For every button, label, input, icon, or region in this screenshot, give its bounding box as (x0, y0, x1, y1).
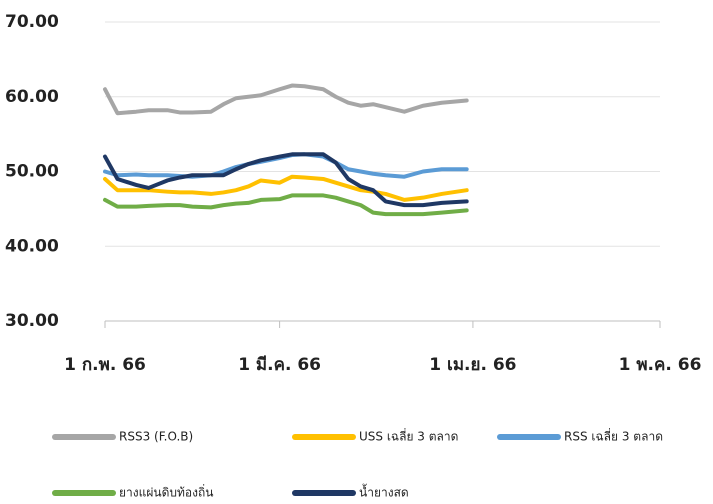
series-line (103, 174, 469, 202)
x-tick-label: 1 มี.ค. 66 (238, 354, 321, 375)
legend-label: ยางแผ่นดิบท้องถิ่น (119, 484, 213, 500)
x-tick-label: 1 เม.ย. 66 (429, 355, 516, 375)
series-line (103, 193, 469, 217)
x-tick-label: 1 พ.ค. 66 (619, 355, 702, 375)
y-tick-label: 70.00 (5, 12, 59, 32)
legend-label: น้ำยางสด (359, 484, 409, 500)
y-tick-label: 30.00 (5, 311, 59, 331)
series-line (103, 152, 469, 179)
legend-label: RSS เฉลี่ย 3 ตลาด (564, 428, 663, 444)
series-line (103, 83, 469, 116)
y-tick-label: 40.00 (5, 236, 59, 256)
series-line (103, 152, 469, 208)
x-tick-label: 1 ก.พ. 66 (64, 355, 146, 375)
y-tick-label: 50.00 (5, 162, 59, 182)
y-tick-label: 60.00 (5, 87, 59, 107)
legend-label: RSS3 (F.O.B) (119, 430, 193, 444)
legend-label: USS เฉลี่ย 3 ตลาด (359, 428, 458, 444)
